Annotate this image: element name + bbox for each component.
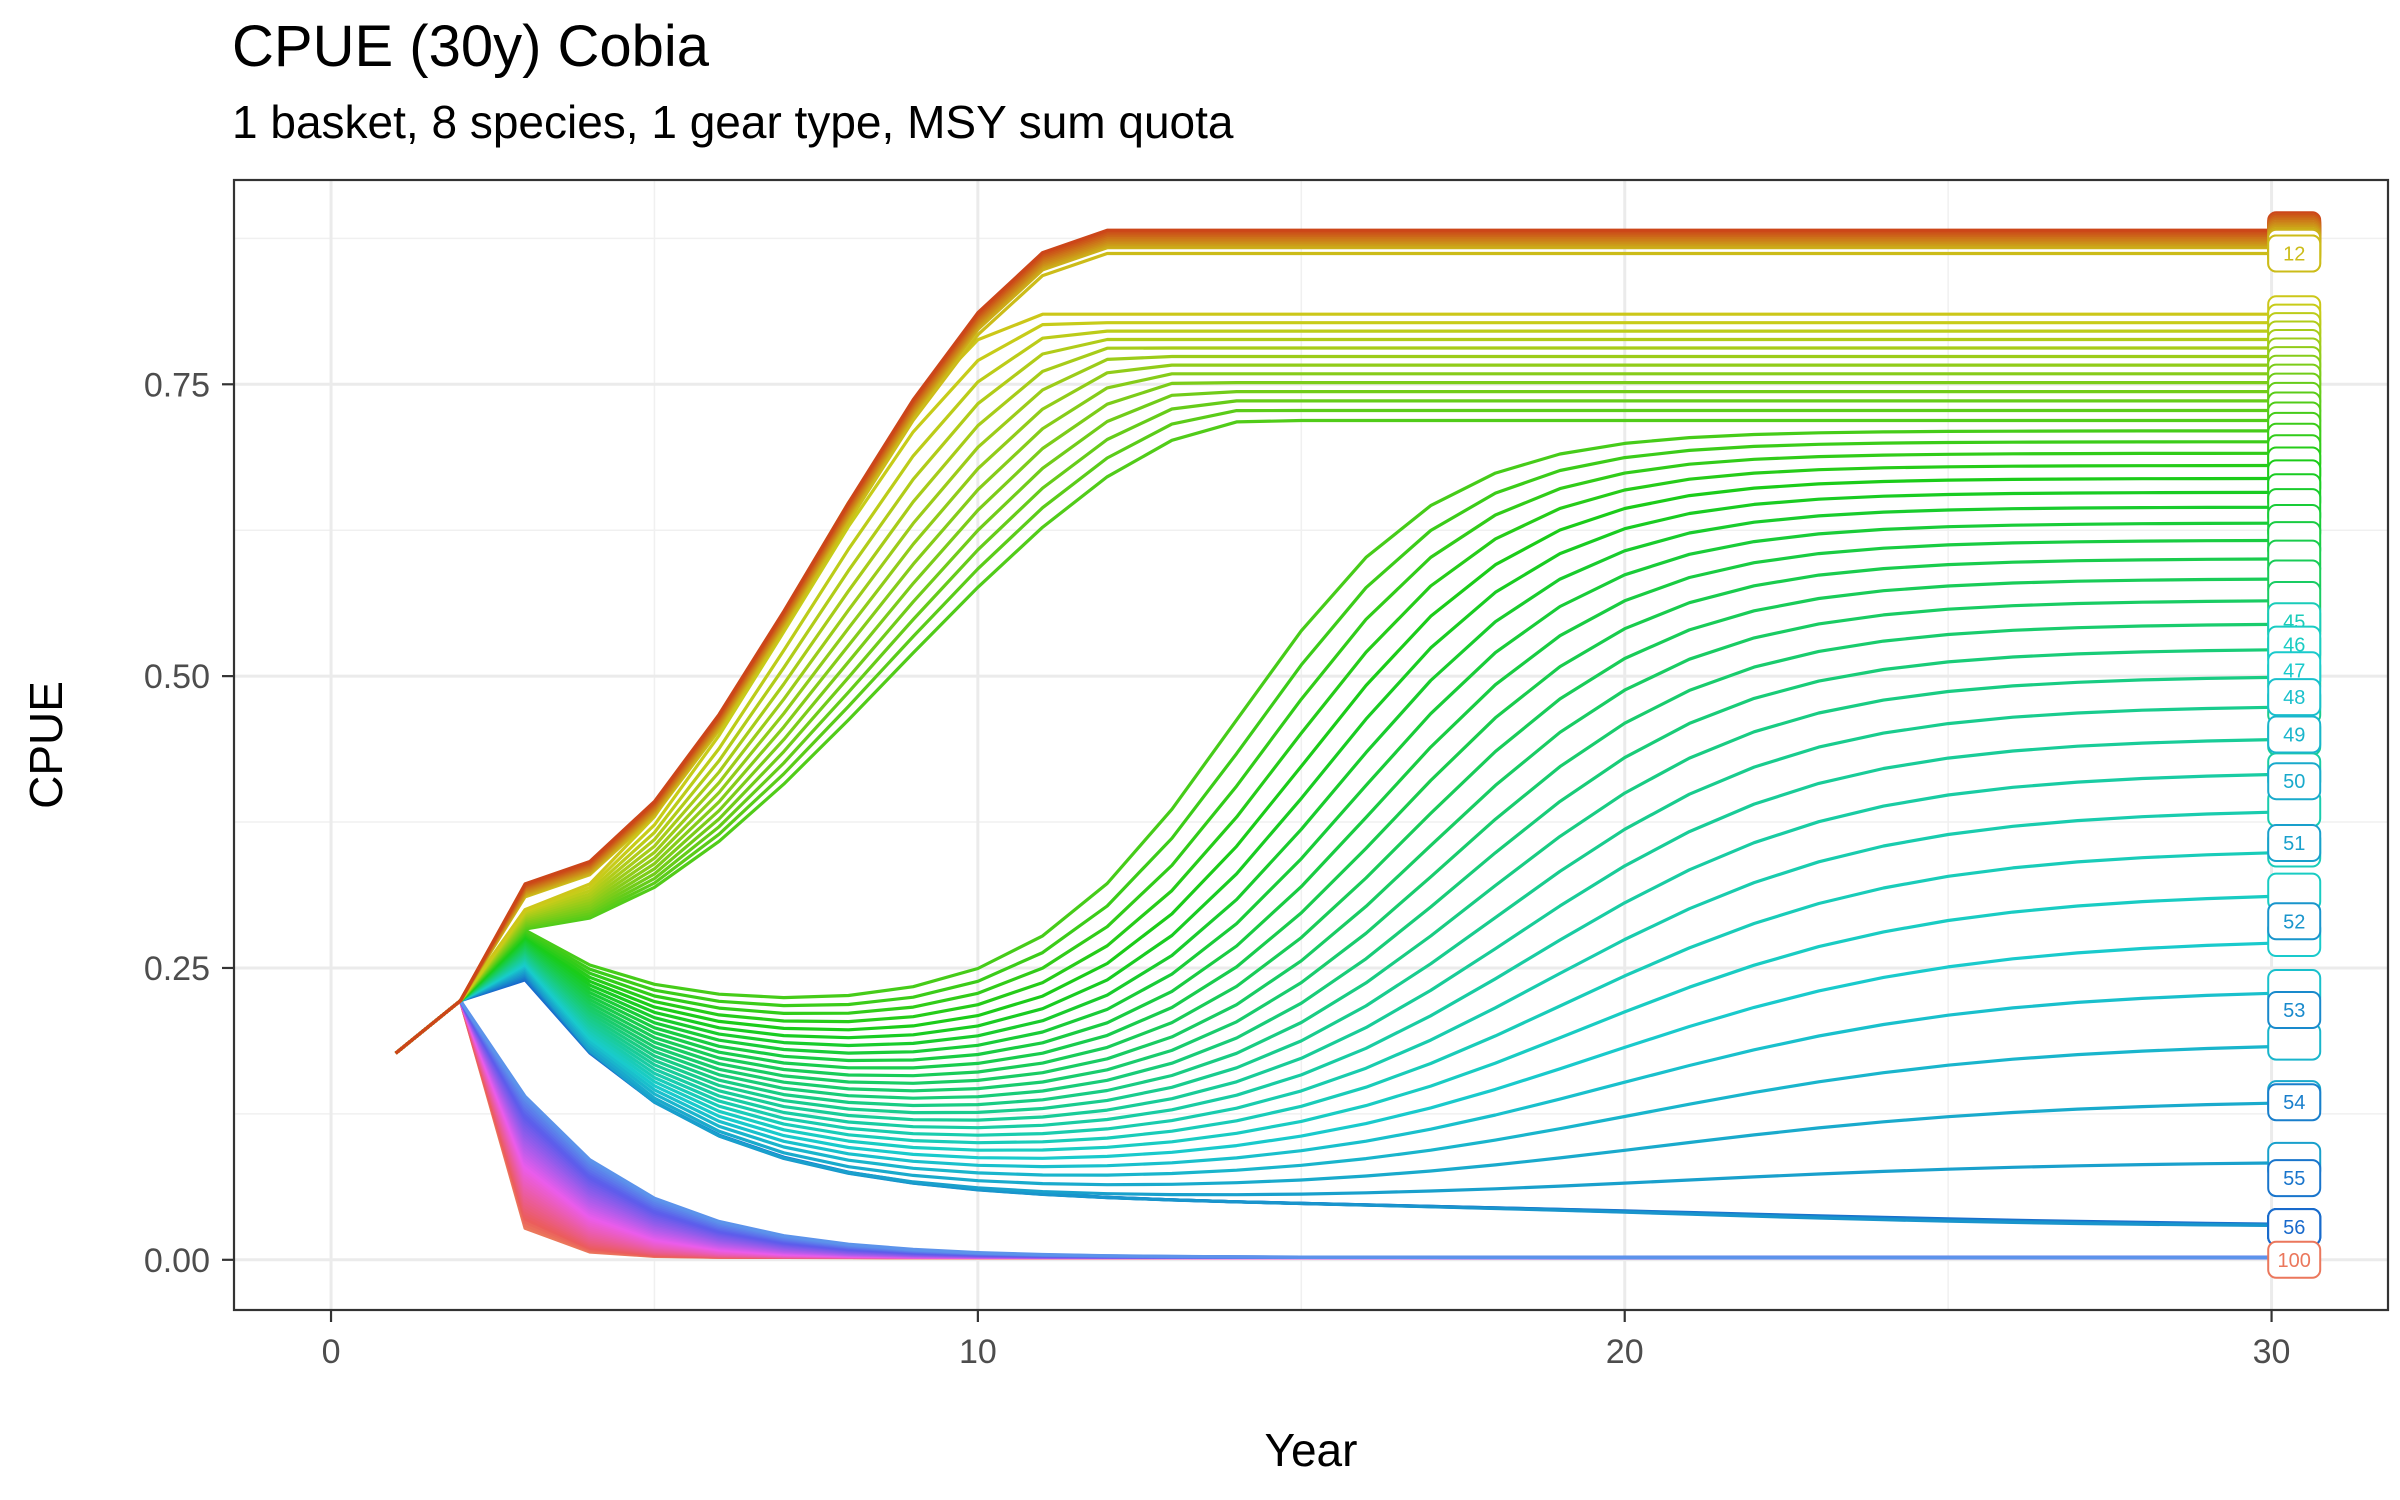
chart-subtitle: 1 basket, 8 species, 1 gear type, MSY su… [232,96,1234,148]
series-line-15 [394,329,2272,1055]
series-line-47 [394,941,2272,1160]
series-line-35 [394,557,2272,1070]
series-line-29 [394,463,2272,1055]
series-line-42 [394,738,2272,1122]
x-axis-ticks: 0 10 20 30 [322,1310,2291,1371]
series-line-24 [394,408,2272,1055]
series-line-45 [394,851,2272,1145]
end-label-51: 51 [2283,833,2305,855]
series-line-41 [394,705,2272,1115]
x-axis-title: Year [1265,1424,1358,1476]
end-label-100: 100 [2278,1250,2311,1272]
series-line-27 [394,440,2272,1055]
series-line-51 [394,969,2272,1197]
series-line-19 [394,363,2272,1055]
end-label-box [2267,762,2322,801]
series-line-44 [394,810,2272,1137]
end-label-56: 56 [2283,1217,2305,1239]
series-lines [394,228,2272,1260]
x-tick-label: 10 [959,1333,997,1371]
series-line-32 [394,505,2272,1055]
end-label-box [2267,234,2322,273]
end-label-52: 52 [2283,911,2305,933]
end-label-box [2267,678,2322,717]
series-line-36 [394,577,2272,1078]
x-tick-label: 0 [322,1333,341,1371]
end-label-box [2267,902,2322,941]
chart-title: CPUE (30y) Cobia [232,14,710,79]
series-line-50 [394,967,2272,1187]
plot-panel-border [232,178,2390,1312]
series-line-17 [394,346,2272,1055]
series-line-39 [394,648,2272,1100]
end-label-12: 12 [2283,244,2305,266]
y-axis-title: CPUE [20,681,72,809]
series-line-22 [394,390,2272,1055]
end-label-50: 50 [2283,771,2305,793]
end-label-47: 47 [2283,660,2305,682]
end-label-box [2267,1022,2322,1061]
series-line-25 [394,418,2272,1055]
end-label-box [2267,1240,2322,1279]
end-label-54: 54 [2283,1092,2305,1114]
series-line-40 [394,675,2272,1108]
series-line-14 [394,321,2272,1055]
series-line-34 [394,538,2272,1063]
end-label-49: 49 [2283,724,2305,746]
series-line-38 [394,622,2272,1093]
end-label-box [2267,990,2322,1029]
series-line-48 [394,964,2272,1169]
series-line-37 [394,599,2272,1085]
series-line-28 [394,451,2272,1055]
series-line-57 [394,999,2272,1260]
x-tick-label: 20 [1606,1333,1644,1371]
series-line-20 [394,372,2272,1055]
plot-panel-background [234,180,2388,1310]
end-label-box [2267,1159,2322,1198]
end-label-46: 46 [2283,635,2305,657]
y-tick-label: 0.25 [144,950,210,988]
x-tick-label: 30 [2253,1333,2291,1371]
end-label-53: 53 [2283,1000,2305,1022]
series-line-18 [394,354,2272,1055]
y-tick-label: 0.00 [144,1242,210,1280]
end-label-48: 48 [2283,687,2305,709]
series-line-33 [394,521,2272,1055]
end-label-box [2267,824,2322,863]
y-tick-label: 0.50 [144,658,210,696]
series-line-1 [394,228,2272,1055]
series-line-30 [394,476,2272,1055]
series-line-46 [394,894,2272,1152]
series-line-49 [394,966,2272,1177]
y-tick-label: 0.75 [144,366,210,404]
y-axis-ticks: 0.00 0.25 0.50 0.75 [144,366,234,1280]
series-line-16 [394,337,2272,1055]
series-line-43 [394,772,2272,1130]
series-line-21 [394,381,2272,1055]
series-line-26 [394,429,2272,1055]
series-line-23 [394,399,2272,1055]
end-label-55: 55 [2283,1168,2305,1190]
end-label-box [2267,715,2322,754]
series-line-31 [394,490,2272,1055]
end-label-box [2267,1083,2322,1122]
